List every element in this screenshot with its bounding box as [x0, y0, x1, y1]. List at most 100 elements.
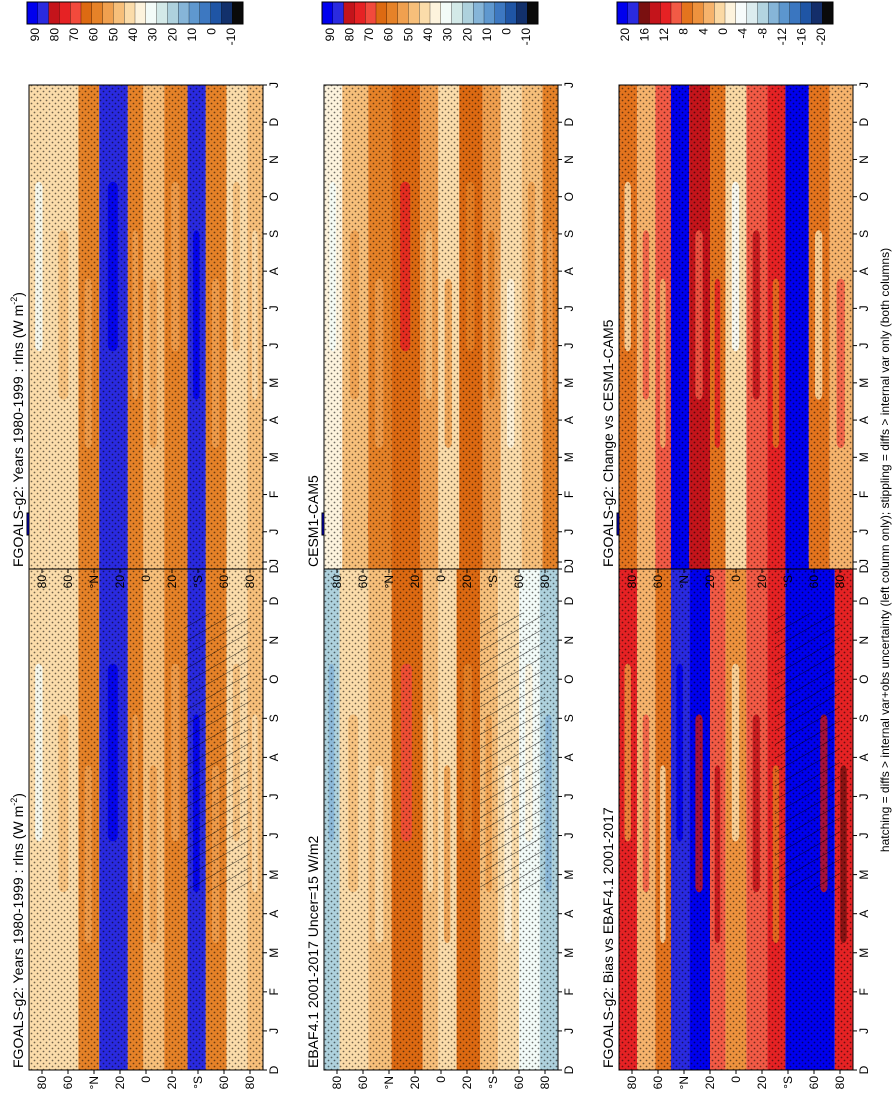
month-tick-label: F — [857, 491, 871, 498]
colorbar-cell — [232, 1, 244, 25]
hatching — [185, 612, 250, 893]
panel-bottom-left: 80 60 °N 20 0 20 °S 60 80DJFMAMJJASONDJFGOALS-g2… — [600, 512, 871, 1090]
month-tick-label: M — [267, 452, 281, 462]
lat-tick-label: 20 — [408, 575, 422, 589]
lat-tick-label: 20 — [113, 1076, 127, 1090]
lat-tick-label: 60 — [61, 575, 75, 589]
month-tick-label: A — [562, 753, 576, 761]
stippling — [324, 85, 558, 569]
month-tick-label: D — [857, 596, 871, 605]
colorbar-label: 12 — [657, 28, 671, 42]
lat-tick-label: 0 — [729, 575, 743, 582]
month-tick-label: J — [857, 794, 871, 800]
month-tick-label: A — [267, 267, 281, 275]
lat-tick-label: 20 — [703, 575, 717, 589]
lat-tick-label: 0 — [139, 1076, 153, 1083]
month-tick-label: J — [267, 833, 281, 839]
lat-tick-label: 20 — [460, 1076, 474, 1090]
month-tick-label: D — [267, 118, 281, 127]
month-tick-label: N — [857, 155, 871, 164]
lat-tick-label: °S — [191, 1076, 205, 1089]
panel-title: FGOALS-g2: Years 1980-1999 : rlns (W m-2… — [9, 793, 26, 1068]
colorbar-label: 80 — [48, 28, 62, 42]
colorbar-label: -16 — [795, 28, 809, 46]
month-tick-label: M — [562, 948, 576, 958]
colorbar-cell — [113, 1, 125, 25]
month-tick-label: J — [562, 559, 576, 565]
colorbar-cell — [37, 1, 50, 25]
colorbar-cell — [408, 1, 420, 25]
colorbar-cell — [48, 1, 60, 25]
lat-tick-label: 20 — [408, 1076, 422, 1090]
colorbar-cell — [91, 1, 104, 25]
month-tick-label: A — [267, 416, 281, 424]
month-tick-label: O — [267, 192, 281, 201]
lat-tick-label: °N — [382, 1076, 396, 1089]
colorbar-label: -12 — [775, 28, 789, 46]
colorbar-cell — [199, 1, 212, 25]
lat-tick-label: 20 — [165, 1076, 179, 1090]
month-tick-label: F — [857, 988, 871, 995]
colorbar-label: 50 — [106, 28, 120, 42]
month-tick-label: J — [857, 559, 871, 565]
title-main: CESM1-CAM5 — [305, 475, 321, 567]
colorbar-cell — [616, 1, 629, 25]
month-tick-label: A — [267, 910, 281, 918]
lat-tick-label: 60 — [217, 1076, 231, 1090]
lat-tick-label: 20 — [460, 575, 474, 589]
colorbar-cell — [332, 1, 345, 25]
lat-tick-label: °S — [191, 575, 205, 588]
month-tick-label: O — [857, 192, 871, 201]
month-tick-label: A — [857, 910, 871, 918]
colorbar-cell — [494, 1, 507, 25]
lat-tick-label: 60 — [651, 575, 665, 589]
colorbar-label: 30 — [441, 28, 455, 42]
panel-title: EBAF4.1 2001-2017 Uncer=15 W/m2 — [305, 835, 321, 1068]
month-tick-label: J — [267, 305, 281, 311]
colorbar-label: 70 — [362, 28, 376, 42]
colorbar-cell — [746, 1, 758, 25]
month-tick-label: S — [267, 230, 281, 238]
colorbar-label: 16 — [638, 28, 652, 42]
month-tick-label: J — [857, 305, 871, 311]
month-tick-label: J — [562, 1028, 576, 1034]
month-tick-label: D — [562, 118, 576, 127]
month-tick-label: F — [562, 491, 576, 498]
lat-tick-label: 80 — [625, 1076, 639, 1090]
colorbar-cell — [768, 1, 780, 25]
colorbar-label: 70 — [67, 28, 81, 42]
month-tick-label: J — [857, 82, 871, 88]
lat-tick-label: °S — [781, 1076, 795, 1089]
lat-tick-label: °N — [677, 575, 691, 588]
colorbar-label: 10 — [185, 28, 199, 42]
colorbar-cell — [627, 1, 640, 25]
colorbar-cell — [59, 1, 71, 25]
month-tick-label: J — [562, 343, 576, 349]
colorbar-cell — [811, 1, 823, 25]
lat-tick-label: 0 — [434, 575, 448, 582]
colorbar-label: 60 — [87, 28, 101, 42]
colorbar-cell — [692, 1, 704, 25]
lat-tick-label: 60 — [651, 1076, 665, 1090]
month-tick-label: J — [857, 343, 871, 349]
month-tick-label: J — [562, 82, 576, 88]
panel-top-right: 80 60 °N 20 0 20 °S 60 80DJFMAMJJASONDJFGOALS-g2… — [9, 1, 281, 589]
footnote-text: hatching = diffs > internal var+obs unce… — [878, 248, 892, 852]
colorbar-cell — [681, 1, 694, 25]
colorbar-label: 80 — [343, 28, 357, 42]
month-tick-label: A — [562, 267, 576, 275]
panel-middle-right: 80 60 °N 20 0 20 °S 60 80DJFMAMJJASONDJCESM1-CAM… — [305, 1, 576, 589]
colorbar-label: 8 — [677, 28, 691, 35]
colorbar-cell — [429, 1, 442, 25]
month-tick-label: D — [267, 596, 281, 605]
colorbar-cell — [462, 1, 474, 25]
colorbar-cell — [210, 1, 222, 25]
lat-tick-label: °N — [677, 1076, 691, 1089]
lat-tick-label: 80 — [35, 575, 49, 589]
colorbar-cell — [440, 1, 453, 25]
colorbar-cell — [134, 1, 147, 25]
month-tick-label: J — [562, 794, 576, 800]
